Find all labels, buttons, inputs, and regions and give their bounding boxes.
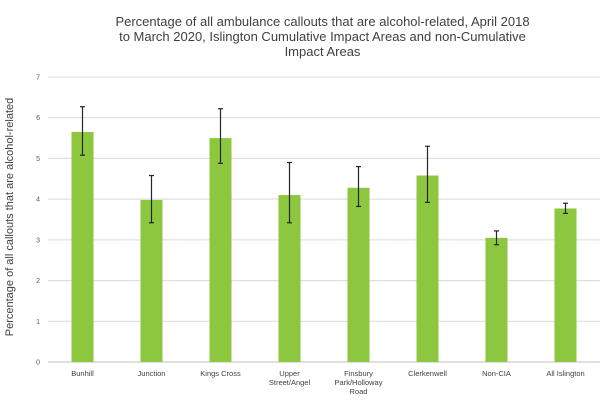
x-tick-label: Upper Street/Angel	[269, 369, 311, 387]
chart-title-line: Percentage of all ambulance callouts tha…	[115, 14, 530, 29]
y-tick-label: 1	[36, 319, 40, 326]
y-tick-label: 3	[36, 237, 40, 244]
y-tick-label: 6	[36, 115, 40, 122]
bar	[278, 195, 301, 362]
bar	[71, 131, 94, 362]
x-tick-label: Kings Cross	[200, 369, 241, 378]
x-tick-label: Junction	[138, 369, 166, 378]
y-tick-label: 2	[36, 278, 40, 285]
x-tick-label: Clerkenwell	[408, 369, 447, 378]
bar	[554, 208, 577, 362]
chart-title-line: to March 2020, Islington Cumulative Impa…	[119, 29, 526, 44]
y-tick-label: 7	[36, 75, 40, 82]
y-tick-label: 5	[36, 156, 40, 163]
chart-title-line: Impact Areas	[284, 44, 361, 59]
bar	[140, 199, 163, 362]
bar	[416, 175, 439, 362]
x-tick-label: Bunhill	[71, 369, 94, 378]
chart-title: Percentage of all ambulance callouts tha…	[40, 14, 605, 59]
y-tick-label: 0	[36, 360, 40, 367]
y-tick-label: 4	[36, 197, 40, 204]
bar	[209, 138, 232, 362]
x-tick-label: Non-CIA	[482, 369, 511, 378]
x-tick-label: Finsbury Park/Holloway Road	[335, 369, 383, 396]
bar	[485, 237, 508, 362]
x-tick-label: All Islington	[546, 369, 584, 378]
bar	[347, 187, 370, 362]
